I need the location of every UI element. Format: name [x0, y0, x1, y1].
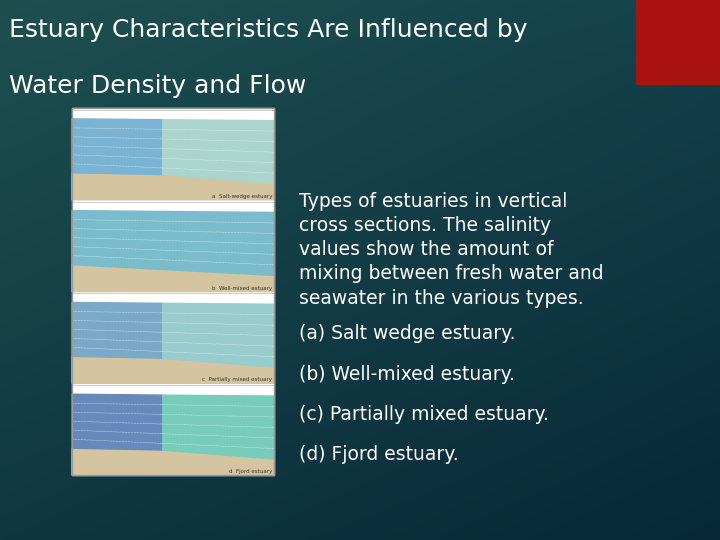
Polygon shape: [72, 302, 163, 358]
Polygon shape: [72, 173, 274, 200]
Text: Types of estuaries in vertical
cross sections. The salinity
values show the amou: Types of estuaries in vertical cross sec…: [299, 192, 603, 308]
Text: (a) Salt wedge estuary.: (a) Salt wedge estuary.: [299, 324, 516, 343]
Text: Estuary Characteristics Are Influenced by: Estuary Characteristics Are Influenced b…: [9, 18, 527, 42]
Text: (d) Fjord estuary.: (d) Fjord estuary.: [299, 446, 459, 464]
Text: (c) Partially mixed estuary.: (c) Partially mixed estuary.: [299, 405, 549, 424]
Text: c  Partially mixed estuary: c Partially mixed estuary: [202, 377, 272, 382]
Text: a  Salt-wedge estuary: a Salt-wedge estuary: [212, 194, 272, 199]
Polygon shape: [72, 211, 274, 275]
Polygon shape: [163, 303, 274, 367]
Bar: [72, 108, 274, 475]
Text: d  Fjord estuary: d Fjord estuary: [229, 469, 272, 474]
Bar: [636, 0, 720, 84]
Polygon shape: [163, 395, 274, 459]
Text: (b) Well-mixed estuary.: (b) Well-mixed estuary.: [299, 364, 515, 383]
Text: Water Density and Flow: Water Density and Flow: [9, 75, 306, 98]
Polygon shape: [72, 265, 274, 292]
Polygon shape: [72, 448, 274, 475]
Bar: [72, 108, 274, 475]
Polygon shape: [72, 394, 163, 450]
Polygon shape: [72, 119, 163, 174]
Polygon shape: [72, 356, 274, 383]
Text: b  Well-mixed estuary: b Well-mixed estuary: [212, 286, 272, 291]
Polygon shape: [163, 120, 274, 184]
